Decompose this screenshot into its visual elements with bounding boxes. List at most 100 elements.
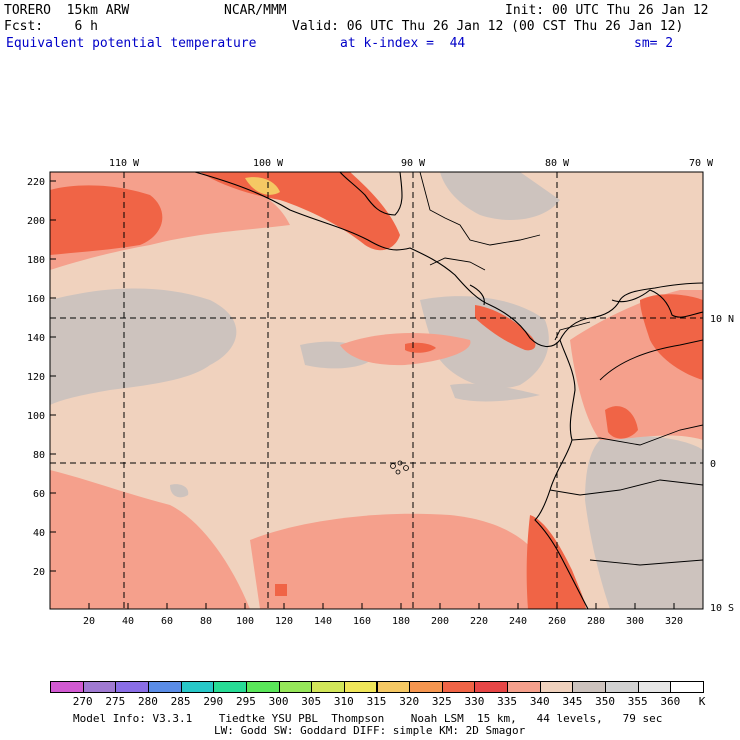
model-title: TORERO 15km ARW [4,3,130,18]
lon-label: 80 W [545,158,570,169]
colorbar-label: 275 [105,695,126,708]
colorbar-label: 310 [333,695,354,708]
colorbar-label: 355 [627,695,648,708]
colorbar-label: 280 [138,695,158,708]
gray-zone-sw-spot [170,484,189,498]
colorbar-swatch [50,681,84,693]
svg-text:260: 260 [548,616,566,627]
level-label: at k-index = 44 [340,36,466,51]
colorbar-label: 270 [72,695,93,708]
red-zone-andes [605,406,638,439]
colorbar-label: 340 [529,695,550,708]
svg-text:220: 220 [470,616,488,627]
red-zone-small-spot [275,584,287,596]
svg-text:200: 200 [27,216,45,227]
red-zone-peru-coast [526,515,586,609]
svg-text:140: 140 [314,616,332,627]
lon-label: 70 W [689,158,714,169]
colorbar-swatch [311,681,345,693]
svg-text:300: 300 [626,616,644,627]
colorbar-swatch [147,681,182,693]
bottom-axis-ticks [88,603,675,609]
bottom-tick-labels: 20 40 60 80 100 120 140 160 180 200 220 … [83,616,683,627]
svg-text:100: 100 [236,616,254,627]
colorbar-unit: K [698,695,706,708]
lon-label: 90 W [401,158,426,169]
svg-text:160: 160 [27,294,45,305]
svg-text:60: 60 [33,489,45,500]
colorbar-swatch [539,681,574,693]
svg-text:60: 60 [161,616,173,627]
colorbar-swatch [409,681,443,693]
svg-text:200: 200 [431,616,449,627]
svg-text:120: 120 [275,616,293,627]
lat-lon-grid [50,172,703,609]
colorbar-label: 325 [431,695,452,708]
red-zone-northwest [50,185,163,255]
colorbar-swatch [278,681,313,693]
colorbar-swatch [572,681,607,693]
gray-zone-east-lower [450,383,540,402]
svg-text:160: 160 [353,616,371,627]
colorbar-label: 335 [497,695,518,708]
field-name: Equivalent potential temperature [6,36,257,51]
colorbar-swatch [213,681,247,693]
svg-text:240: 240 [509,616,527,627]
colorbar-label: 320 [399,695,420,708]
svg-text:320: 320 [665,616,683,627]
colorbar-swatch [637,681,672,693]
map-frame [49,171,704,610]
top-lon-labels: 110 W 100 W 90 W 80 W 70 W [109,158,714,169]
left-tick-labels: 220 200 180 160 140 120 100 80 60 40 20 [27,177,45,578]
svg-text:40: 40 [122,616,134,627]
gray-zone-south-land [585,435,703,609]
lat-label: 0 [710,459,716,470]
svg-text:120: 120 [27,372,45,383]
organization-label: NCAR/MMM [224,3,287,18]
colorbar-label: 300 [268,695,289,708]
svg-text:40: 40 [33,528,45,539]
svg-text:220: 220 [27,177,45,188]
init-time: Init: 00 UTC Thu 26 Jan 12 [505,3,709,18]
colorbar-swatch [670,681,704,693]
colorbar-label: 350 [595,695,615,708]
lat-label: 10 S [710,603,734,614]
colorbar-swatch [180,681,215,693]
physics-info-line: LW: Godd SW: Goddard DIFF: simple KM: 2D… [214,724,526,737]
colorbar-label: 295 [235,695,256,708]
left-axis-ticks [50,180,56,572]
right-lat-labels: 10 N 0 10 S [710,314,734,614]
colorbar-swatch [474,681,509,693]
svg-text:20: 20 [33,567,45,578]
gray-zone-east-mid [420,296,549,389]
salmon-zone-south-central [250,513,545,609]
colorbar-label: 360 [660,695,681,708]
svg-text:80: 80 [33,450,45,461]
svg-text:100: 100 [27,411,45,422]
svg-text:280: 280 [587,616,605,627]
colorbar-label: 285 [170,695,191,708]
lat-label: 10 N [710,314,734,325]
colorbar-label: 345 [562,695,583,708]
forecast-hour: Fcst: 6 h [4,19,98,34]
colorbar-swatch [605,681,639,693]
svg-text:180: 180 [392,616,410,627]
colorbar-label: 290 [203,695,224,708]
gray-zone-north [440,172,560,220]
colorbar-label: 315 [366,695,387,708]
gray-zone-west [50,288,237,405]
lon-label: 100 W [253,158,284,169]
colorbar-swatch [507,681,541,693]
svg-text:140: 140 [27,333,45,344]
colorbar-label: 305 [301,695,322,708]
colorbar-swatch [441,681,476,693]
svg-text:20: 20 [83,616,95,627]
yellow-spot-mexico [245,177,280,195]
valid-time: Valid: 06 UTC Thu 26 Jan 12 (00 CST Thu … [292,19,684,34]
red-zone-mexico-coast [200,172,400,251]
svg-text:80: 80 [200,616,212,627]
colorbar-swatch [245,681,280,693]
country-borders [419,172,703,566]
lon-label: 110 W [109,158,140,169]
